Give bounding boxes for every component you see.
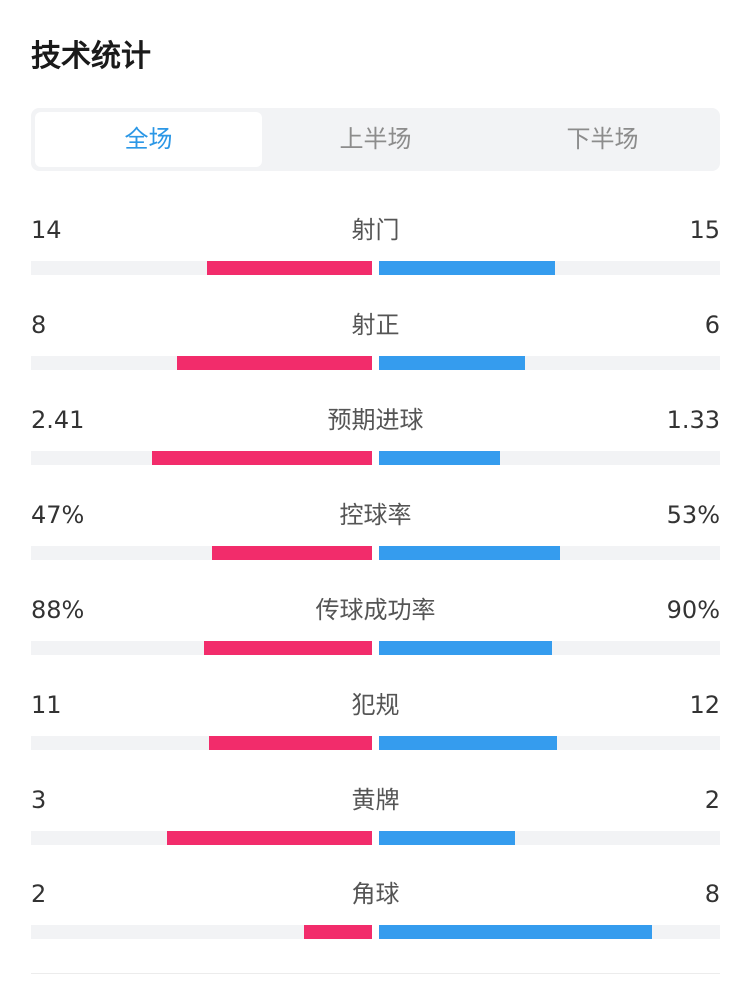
- stat-row-pass-accuracy: 88% 传球成功率 90%: [31, 593, 720, 668]
- away-bar: [379, 641, 552, 655]
- home-bar-track: [31, 641, 372, 655]
- away-bar: [379, 925, 652, 939]
- page-title: 技术统计: [31, 39, 151, 74]
- away-bar-track: [379, 925, 720, 939]
- home-value: 8: [31, 311, 47, 339]
- bottom-divider: [31, 973, 720, 974]
- home-value: 47%: [31, 501, 85, 529]
- home-value: 11: [31, 691, 62, 719]
- home-value: 14: [31, 216, 62, 244]
- away-value: 53%: [666, 501, 720, 529]
- away-bar-track: [379, 546, 720, 560]
- home-bar-track: [31, 356, 372, 370]
- away-bar: [379, 356, 526, 370]
- away-value: 15: [689, 216, 720, 244]
- stat-label: 射门: [351, 216, 400, 244]
- stat-label: 角球: [351, 880, 400, 908]
- home-bar: [167, 831, 372, 845]
- home-value: 88%: [31, 596, 85, 624]
- away-value: 1.33: [666, 406, 720, 434]
- away-bar-track: [379, 261, 720, 275]
- home-bar: [177, 356, 372, 370]
- stat-row-fouls: 11 犯规 12: [31, 688, 720, 763]
- home-value: 2.41: [31, 406, 85, 434]
- tab-first-half[interactable]: 上半场: [339, 125, 412, 153]
- period-tabs: 全场 上半场 下半场: [31, 108, 720, 171]
- home-value: 3: [31, 786, 47, 814]
- away-bar: [379, 546, 560, 560]
- away-value: 8: [704, 880, 720, 908]
- away-bar: [379, 261, 556, 275]
- home-bar: [209, 736, 372, 750]
- away-value: 6: [704, 311, 720, 339]
- away-bar: [379, 831, 516, 845]
- away-bar-track: [379, 451, 720, 465]
- stat-row-shots-on-target: 8 射正 6: [31, 308, 720, 383]
- away-bar-track: [379, 736, 720, 750]
- stat-row-yellow-cards: 3 黄牌 2: [31, 783, 720, 858]
- stat-label: 黄牌: [351, 786, 400, 814]
- away-value: 90%: [666, 596, 720, 624]
- away-bar-track: [379, 831, 720, 845]
- stat-label: 预期进球: [327, 406, 424, 434]
- home-bar: [207, 261, 372, 275]
- home-bar-track: [31, 451, 372, 465]
- home-bar: [303, 925, 372, 939]
- home-bar-track: [31, 925, 372, 939]
- away-value: 2: [704, 786, 720, 814]
- away-value: 12: [689, 691, 720, 719]
- away-bar: [379, 736, 557, 750]
- home-bar-track: [31, 546, 372, 560]
- tab-second-half[interactable]: 下半场: [566, 125, 639, 153]
- stat-label: 传球成功率: [315, 596, 436, 624]
- stat-row-shots: 14 射门 15: [31, 213, 720, 288]
- stat-label: 控球率: [339, 501, 412, 529]
- home-bar: [152, 451, 372, 465]
- home-bar-track: [31, 831, 372, 845]
- home-bar-track: [31, 736, 372, 750]
- stat-row-expected-goals: 2.41 预期进球 1.33: [31, 403, 720, 478]
- tab-full-match[interactable]: 全场: [35, 112, 262, 167]
- away-bar-track: [379, 356, 720, 370]
- stat-label: 射正: [351, 311, 400, 339]
- away-bar-track: [379, 641, 720, 655]
- stat-row-corners: 2 角球 8: [31, 877, 720, 952]
- home-bar-track: [31, 261, 372, 275]
- stat-row-possession: 47% 控球率 53%: [31, 498, 720, 573]
- stat-label: 犯规: [351, 691, 400, 719]
- home-value: 2: [31, 880, 47, 908]
- home-bar: [211, 546, 372, 560]
- away-bar: [379, 451, 501, 465]
- home-bar: [203, 641, 372, 655]
